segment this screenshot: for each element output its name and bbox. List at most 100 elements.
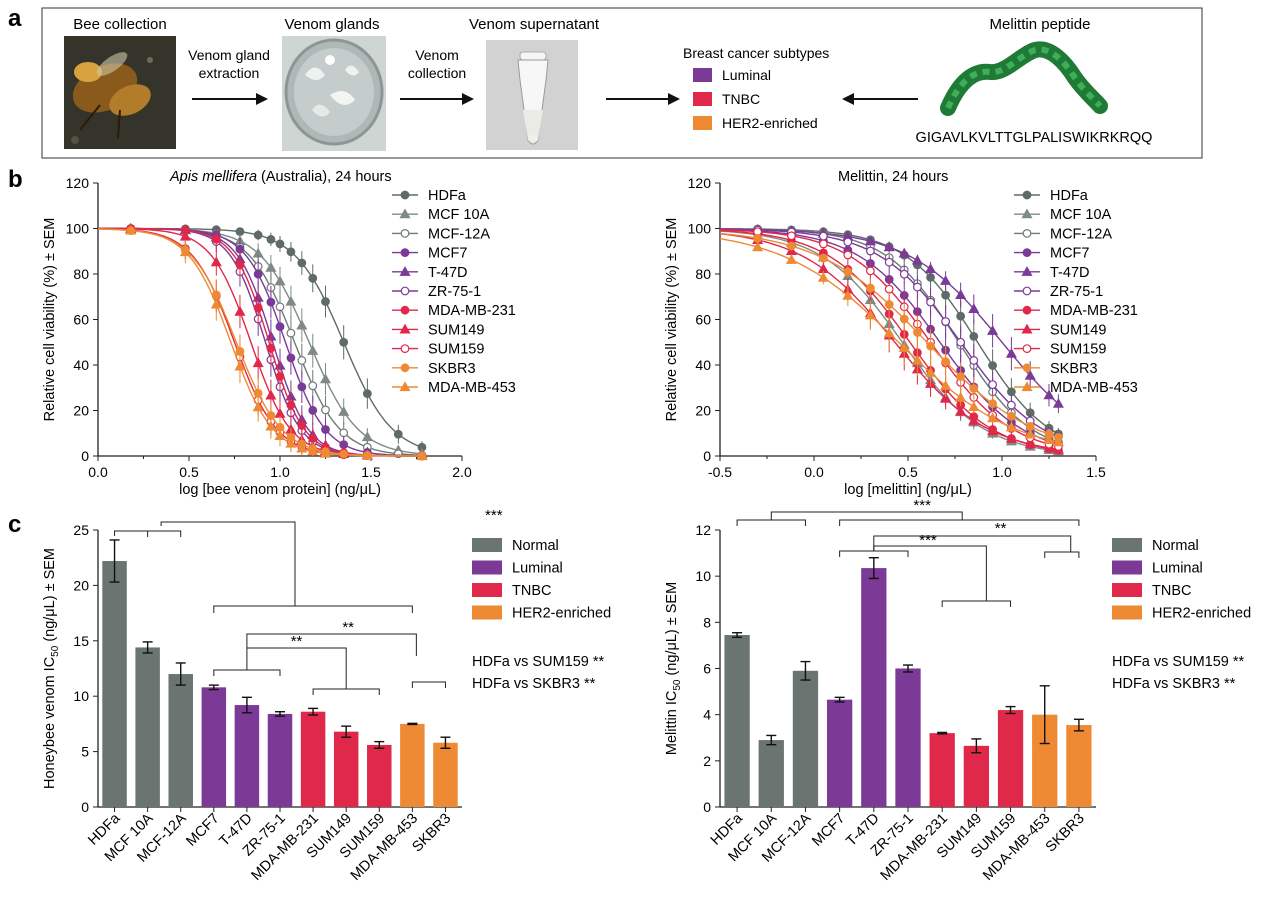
legend-swatch-luminal bbox=[472, 560, 502, 575]
y-tick-label: 25 bbox=[73, 522, 89, 538]
point-mda-mb-453 bbox=[925, 366, 937, 377]
significance-note: HDFa vs SUM159 ** bbox=[1112, 654, 1245, 670]
point-skbr3 bbox=[866, 283, 875, 293]
legend-swatch-her2-enriched bbox=[472, 605, 502, 620]
subtype-label-tnbc: TNBC bbox=[722, 91, 760, 107]
point-mcf7 bbox=[297, 382, 307, 392]
point-sum149 bbox=[955, 405, 967, 416]
legend-label-tnbc: TNBC bbox=[1152, 583, 1191, 599]
legend-label-zr-75-1: ZR-75-1 bbox=[428, 284, 481, 300]
point-mda-mb-453 bbox=[987, 412, 999, 423]
legend-swatch-tnbc bbox=[1112, 583, 1142, 597]
point-zr-75-1 bbox=[969, 356, 979, 365]
legend-label-zr-75-1: ZR-75-1 bbox=[1050, 284, 1103, 300]
legend-marker-zr-75-1 bbox=[400, 286, 410, 296]
y-tick-label: 0 bbox=[703, 799, 711, 815]
bar-sum149 bbox=[333, 731, 359, 807]
point-mcf7 bbox=[266, 297, 276, 307]
curve-mcf-12a bbox=[98, 227, 426, 456]
point-mda-mb-453 bbox=[125, 224, 137, 235]
panel-a-frame bbox=[41, 7, 1203, 159]
point-sum149 bbox=[234, 305, 246, 316]
y-axis-label: Melittin IC50 (ng/μL) ± SEM bbox=[664, 582, 683, 755]
point-mda-mb-453 bbox=[1043, 434, 1055, 445]
point-skbr3 bbox=[941, 357, 950, 367]
point-mda-mb-453 bbox=[319, 447, 332, 458]
point-mda-mb-453 bbox=[940, 380, 952, 390]
point-sum149 bbox=[265, 389, 277, 400]
point-hdfa bbox=[339, 337, 349, 347]
point-hdfa bbox=[286, 247, 296, 257]
point-mda-mb-453 bbox=[252, 401, 264, 412]
point-skbr3 bbox=[753, 233, 762, 243]
y-tick-label: 100 bbox=[688, 221, 712, 237]
bar-t-47d bbox=[861, 568, 887, 807]
point-skbr3 bbox=[899, 314, 909, 324]
legend-label-normal: Normal bbox=[1152, 538, 1199, 554]
subtype-label-luminal: Luminal bbox=[722, 67, 771, 83]
subtype-swatch-tnbc bbox=[693, 92, 712, 106]
legend-marker-t-47d bbox=[399, 266, 411, 276]
point-mda-mb-453 bbox=[1005, 421, 1017, 432]
y-tick-label: 0 bbox=[81, 448, 89, 464]
point-skbr3 bbox=[1007, 411, 1016, 421]
curve-sum159 bbox=[97, 228, 426, 457]
y-tick-label: 20 bbox=[695, 403, 711, 419]
point-t-47d bbox=[940, 275, 952, 285]
point-mcf-12a bbox=[286, 328, 296, 338]
legend-label-mcf-12a: MCF-12A bbox=[1050, 226, 1112, 242]
point-mda-mb-231 bbox=[297, 421, 307, 430]
venom-glands-dish-icon bbox=[282, 36, 386, 151]
chart-title: Melittin, 24 hours bbox=[838, 169, 948, 185]
point-mda-mb-453 bbox=[307, 445, 319, 456]
y-tick-label: 120 bbox=[66, 175, 90, 191]
y-tick-label: 20 bbox=[73, 577, 89, 593]
point-mda-mb-453 bbox=[864, 309, 876, 320]
bar-mcf-12a bbox=[168, 674, 193, 807]
point-sum149 bbox=[210, 256, 222, 267]
step-title-melittin-peptide: Melittin peptide bbox=[990, 16, 1091, 33]
x-tick-label: 1.0 bbox=[992, 464, 1012, 480]
point-mcf-12a bbox=[308, 381, 318, 391]
step-title-venom-glands: Venom glands bbox=[284, 16, 379, 33]
arrow-collection bbox=[400, 93, 474, 105]
point-sum149 bbox=[252, 357, 264, 368]
panel-label-c: c bbox=[8, 511, 21, 538]
point-mcf-10a bbox=[274, 275, 286, 286]
y-tick-label: 40 bbox=[73, 357, 89, 373]
sig-bracket bbox=[839, 519, 1080, 526]
point-zr-75-1 bbox=[884, 257, 894, 267]
curve-mcf-10a bbox=[98, 227, 426, 455]
curve-mda-mb-453 bbox=[97, 228, 426, 457]
point-mcf-10a bbox=[265, 261, 277, 272]
sig-bracket bbox=[160, 521, 296, 606]
x-axis-label: log [bee venom protein] (ng/μL) bbox=[179, 482, 381, 498]
legend-label-tnbc: TNBC bbox=[512, 583, 551, 599]
point-t-47d bbox=[911, 254, 923, 265]
point-zr-75-1 bbox=[926, 297, 935, 307]
point-mda-mb-231 bbox=[266, 343, 276, 353]
sig-stars: ** bbox=[342, 619, 354, 636]
legend-marker-mda-mb-453 bbox=[399, 381, 411, 392]
legend-label-luminal: Luminal bbox=[512, 561, 563, 577]
y-tick-label: 5 bbox=[81, 744, 89, 760]
point-mcf7 bbox=[275, 322, 285, 332]
sig-bracket bbox=[1044, 551, 1080, 558]
significance-note: HDFa vs SKBR3 ** bbox=[472, 676, 596, 692]
point-sum149 bbox=[968, 414, 980, 425]
point-mcf-10a bbox=[319, 373, 332, 384]
point-mda-mb-231 bbox=[235, 260, 245, 270]
legend-label-her2-enriched: HER2-enriched bbox=[1152, 606, 1251, 622]
point-mda-mb-453 bbox=[968, 401, 980, 411]
sig-bracket bbox=[770, 511, 963, 520]
point-mcf7 bbox=[308, 405, 318, 415]
legend-marker-t-47d bbox=[1021, 266, 1033, 276]
x-tick-label: -0.5 bbox=[708, 464, 732, 480]
bar-t-47d bbox=[234, 705, 260, 807]
x-tick-label-mcf7: MCF7 bbox=[183, 811, 222, 850]
point-skbr3 bbox=[787, 241, 796, 251]
helix-ribbon-icon bbox=[940, 41, 1108, 116]
sig-bracket bbox=[873, 535, 1072, 552]
legend-label-sum159: SUM159 bbox=[1050, 342, 1106, 358]
